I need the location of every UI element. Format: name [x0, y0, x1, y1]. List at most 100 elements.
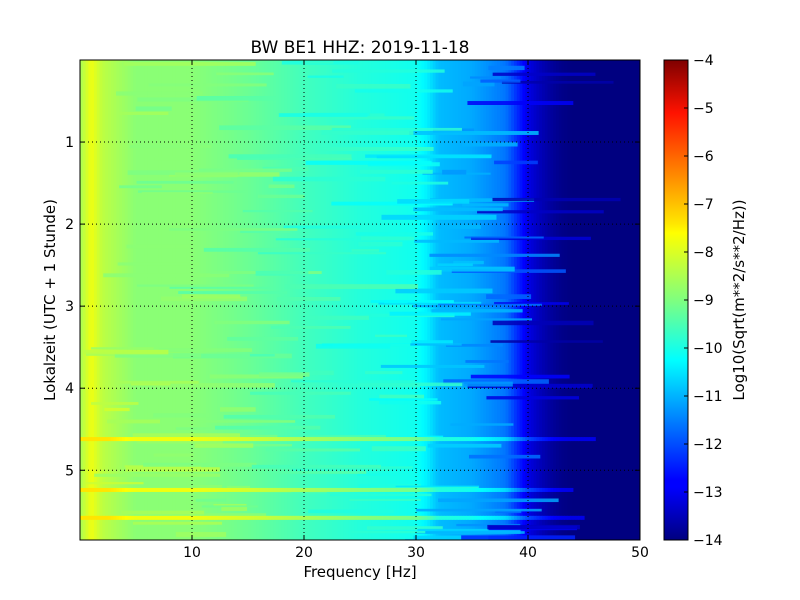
high-energy-band	[110, 437, 115, 442]
high-energy-band	[234, 515, 238, 520]
high-energy-band	[480, 515, 484, 520]
high-energy-band	[547, 515, 551, 520]
high-energy-band	[116, 487, 120, 492]
high-energy-band	[122, 487, 126, 492]
high-energy-band	[88, 487, 92, 492]
high-energy-band	[575, 515, 579, 520]
spectrogram-column	[136, 60, 140, 540]
spectrogram-streak	[409, 131, 539, 135]
spectrogram-streak	[278, 113, 368, 117]
high-energy-band	[180, 437, 185, 442]
spectrogram-area	[80, 60, 640, 540]
high-energy-band	[427, 487, 431, 492]
spectrogram-column	[463, 60, 467, 540]
high-energy-band	[502, 515, 507, 520]
high-energy-band	[211, 487, 215, 492]
high-energy-band	[152, 487, 157, 492]
high-energy-band	[362, 487, 367, 492]
high-energy-band	[186, 437, 190, 442]
spectrogram-streak	[379, 394, 425, 400]
spectrogram-streak	[343, 383, 420, 388]
spectrogram-streak	[395, 288, 493, 294]
high-energy-band	[480, 437, 484, 442]
high-energy-band	[494, 487, 498, 492]
spectrogram-column	[138, 60, 143, 540]
spectrogram-column	[564, 60, 568, 540]
spectrogram-streak	[427, 443, 502, 448]
spectrogram-column	[491, 60, 495, 540]
spectrogram-streak	[321, 130, 414, 135]
spectrogram-streak	[172, 513, 267, 516]
high-energy-band	[385, 437, 389, 442]
high-energy-band	[253, 437, 257, 442]
high-energy-band	[466, 437, 470, 442]
high-energy-band	[320, 437, 325, 442]
colorbar-tick-label: −10	[693, 341, 723, 357]
spectrogram-streak	[438, 224, 481, 229]
high-energy-band	[245, 437, 249, 442]
high-energy-band	[572, 515, 577, 520]
high-energy-band	[192, 437, 196, 442]
high-energy-band	[393, 515, 397, 520]
high-energy-band	[281, 437, 285, 442]
high-energy-band	[276, 437, 280, 442]
spectrogram-streak	[209, 374, 303, 379]
x-tick-label: 50	[631, 545, 649, 561]
high-energy-band	[536, 487, 540, 492]
high-energy-band	[161, 437, 165, 442]
high-energy-band	[203, 515, 207, 520]
spectrogram-streak	[370, 300, 454, 303]
high-energy-band	[88, 437, 92, 442]
spectrogram-column	[612, 60, 616, 540]
high-energy-band	[530, 487, 535, 492]
high-energy-band	[404, 437, 409, 442]
high-energy-band	[544, 515, 549, 520]
high-energy-band	[536, 515, 540, 520]
spectrogram-column	[110, 60, 115, 540]
high-energy-band	[508, 515, 512, 520]
high-energy-band	[399, 437, 403, 442]
high-energy-band	[96, 487, 101, 492]
colorbar-tick-label: −14	[693, 533, 723, 549]
spectrogram-streak	[354, 89, 453, 93]
high-energy-band	[267, 515, 271, 520]
spectrogram-streak	[277, 296, 341, 301]
high-energy-band	[399, 487, 403, 492]
spectrogram-streak	[275, 238, 355, 241]
spectrogram-streak	[198, 420, 296, 423]
high-energy-band	[253, 487, 257, 492]
high-energy-band	[144, 515, 148, 520]
high-energy-band	[234, 487, 238, 492]
high-energy-band	[203, 437, 207, 442]
high-energy-band	[477, 487, 481, 492]
high-energy-band	[82, 515, 87, 520]
high-energy-band	[318, 515, 322, 520]
spectrogram-column	[474, 60, 479, 540]
spectrogram-streak	[94, 473, 221, 477]
spectrogram-column	[376, 60, 381, 540]
high-energy-band	[312, 487, 316, 492]
high-energy-band	[220, 487, 224, 492]
high-energy-band	[122, 515, 126, 520]
spectrogram-streak	[389, 311, 471, 316]
spectrogram-column	[505, 60, 509, 540]
high-energy-band	[402, 437, 406, 442]
high-energy-band	[393, 487, 397, 492]
high-energy-band	[133, 515, 137, 520]
high-energy-band	[469, 487, 473, 492]
spectrogram-streak	[321, 147, 434, 151]
high-energy-band	[287, 437, 291, 442]
spectrogram-streak	[351, 249, 380, 252]
high-energy-band	[110, 487, 115, 492]
high-energy-band	[558, 487, 563, 492]
high-energy-band	[248, 515, 252, 520]
spectrogram-column	[91, 60, 95, 540]
high-energy-band	[558, 515, 563, 520]
high-energy-band	[402, 515, 406, 520]
high-energy-band	[158, 437, 162, 442]
spectrogram-streak	[349, 498, 421, 501]
high-energy-band	[430, 437, 434, 442]
high-energy-band	[172, 437, 176, 442]
high-energy-band	[519, 487, 523, 492]
high-energy-band	[472, 515, 476, 520]
